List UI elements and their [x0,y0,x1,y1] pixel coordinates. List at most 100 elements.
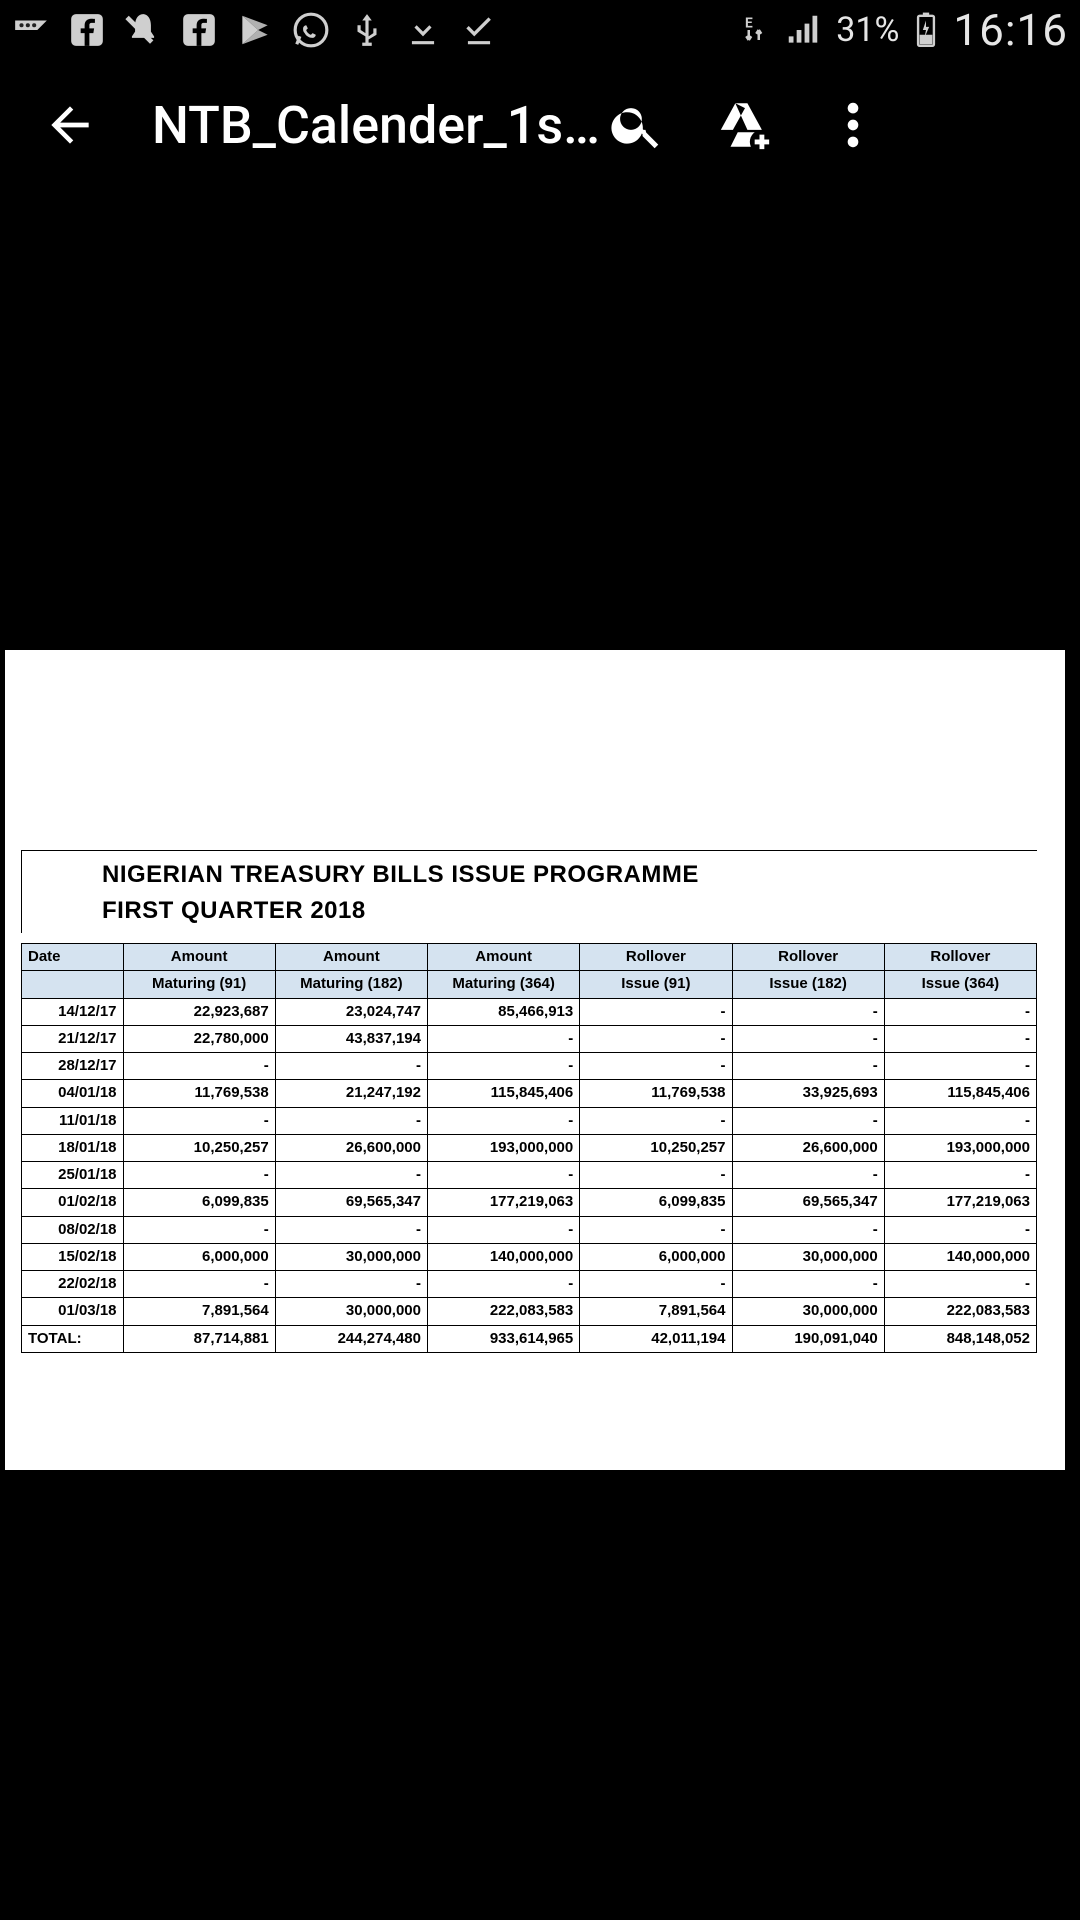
table-cell: 85,466,913 [428,998,580,1025]
th: Maturing (182) [275,971,427,998]
table-cell: 115,845,406 [884,1080,1036,1107]
table-row: 11/01/18------ [22,1107,1037,1134]
th: Date [22,944,124,971]
table-cell: - [884,998,1036,1025]
table-row: 15/02/186,000,00030,000,000140,000,0006,… [22,1243,1037,1270]
th: Maturing (91) [123,971,275,998]
table-cell: 22/02/18 [22,1271,124,1298]
search-button[interactable] [606,94,668,156]
document-viewer[interactable]: NIGERIAN TREASURY BILLS ISSUE PROGRAMME … [5,650,1065,1470]
table-cell: 21/12/17 [22,1025,124,1052]
table-cell: - [580,1162,732,1189]
table-cell: 177,219,063 [428,1189,580,1216]
table-row: 21/12/1722,780,00043,837,194---- [22,1025,1037,1052]
table-cell: 244,274,480 [275,1325,427,1352]
table-cell: 69,565,347 [732,1189,884,1216]
app-title: NTB_Calender_1s… [106,95,606,156]
download-done-icon [460,11,498,49]
table-row: 14/12/1722,923,68723,024,74785,466,913--… [22,998,1037,1025]
table-cell: - [123,1162,275,1189]
table-row: 22/02/18------ [22,1271,1037,1298]
table-cell: 30,000,000 [275,1298,427,1325]
app-bar: NTB_Calender_1s… [0,60,1080,190]
table-cell: - [275,1271,427,1298]
mute-icon [124,11,162,49]
table-cell: - [580,1216,732,1243]
table-cell: 933,614,965 [428,1325,580,1352]
drive-add-button[interactable] [714,94,776,156]
th: Issue (182) [732,971,884,998]
table-cell: 6,000,000 [580,1243,732,1270]
th: Amount [275,944,427,971]
download-icon [404,11,442,49]
table-cell: - [123,1216,275,1243]
header-row-2: Maturing (91) Maturing (182) Maturing (3… [22,971,1037,998]
table-cell: 26,600,000 [732,1134,884,1161]
table-cell: 43,837,194 [275,1025,427,1052]
doc-title: NIGERIAN TREASURY BILLS ISSUE PROGRAMME [22,861,1037,889]
table-row: 28/12/17------ [22,1053,1037,1080]
th [22,971,124,998]
document-header: NIGERIAN TREASURY BILLS ISSUE PROGRAMME … [21,850,1037,933]
table-row: 01/02/186,099,83569,565,347177,219,0636,… [22,1189,1037,1216]
table-cell: - [428,1053,580,1080]
table-cell: 08/02/18 [22,1216,124,1243]
table-cell: 10,250,257 [123,1134,275,1161]
table-cell: 115,845,406 [428,1080,580,1107]
usb-icon [348,11,386,49]
table-cell: - [275,1053,427,1080]
table-cell: - [732,1025,884,1052]
th: Amount [123,944,275,971]
table-cell: 11,769,538 [580,1080,732,1107]
table-cell: - [580,1025,732,1052]
table-cell: 177,219,063 [884,1189,1036,1216]
table-cell: 140,000,000 [884,1243,1036,1270]
table-cell: 25/01/18 [22,1162,124,1189]
table-cell: - [428,1216,580,1243]
table-row: 25/01/18------ [22,1162,1037,1189]
table-row: 18/01/1810,250,25726,600,000193,000,0001… [22,1134,1037,1161]
header-row-1: Date Amount Amount Amount Rollover Rollo… [22,944,1037,971]
table-row: 01/03/187,891,56430,000,000222,083,5837,… [22,1298,1037,1325]
facebook-icon-2 [180,11,218,49]
table-cell: 04/01/18 [22,1080,124,1107]
table-cell: - [275,1216,427,1243]
table-cell: 30,000,000 [732,1243,884,1270]
facebook-icon [68,11,106,49]
table-cell: - [884,1216,1036,1243]
doc-subtitle: FIRST QUARTER 2018 [22,897,1037,925]
table-cell: - [884,1025,1036,1052]
overflow-menu-button[interactable] [822,94,884,156]
table-cell: - [123,1271,275,1298]
table-head: Date Amount Amount Amount Rollover Rollo… [22,944,1037,999]
battery-icon [913,11,939,49]
battery-pct: 31% [836,10,899,50]
th: Amount [428,944,580,971]
table-cell: 6,099,835 [123,1189,275,1216]
table-cell: 193,000,000 [884,1134,1036,1161]
table-cell: - [884,1271,1036,1298]
table-cell: - [123,1107,275,1134]
table-cell: 22,780,000 [123,1025,275,1052]
table-cell: - [428,1162,580,1189]
table-cell: 42,011,194 [580,1325,732,1352]
table-cell: 01/03/18 [22,1298,124,1325]
table-row: 08/02/18------ [22,1216,1037,1243]
table-cell: 23,024,747 [275,998,427,1025]
th: Rollover [732,944,884,971]
table-cell: 11,769,538 [123,1080,275,1107]
table-cell: 14/12/17 [22,998,124,1025]
table-cell: - [428,1107,580,1134]
table-cell: 30,000,000 [732,1298,884,1325]
table-cell: 7,891,564 [580,1298,732,1325]
table-cell: 848,148,052 [884,1325,1036,1352]
table-cell: 6,000,000 [123,1243,275,1270]
table-cell: - [732,998,884,1025]
table-cell: - [884,1162,1036,1189]
th: Rollover [580,944,732,971]
th: Rollover [884,944,1036,971]
table-cell: - [732,1216,884,1243]
back-button[interactable] [34,89,106,161]
treasury-table: Date Amount Amount Amount Rollover Rollo… [21,943,1037,1353]
table-cell: 140,000,000 [428,1243,580,1270]
